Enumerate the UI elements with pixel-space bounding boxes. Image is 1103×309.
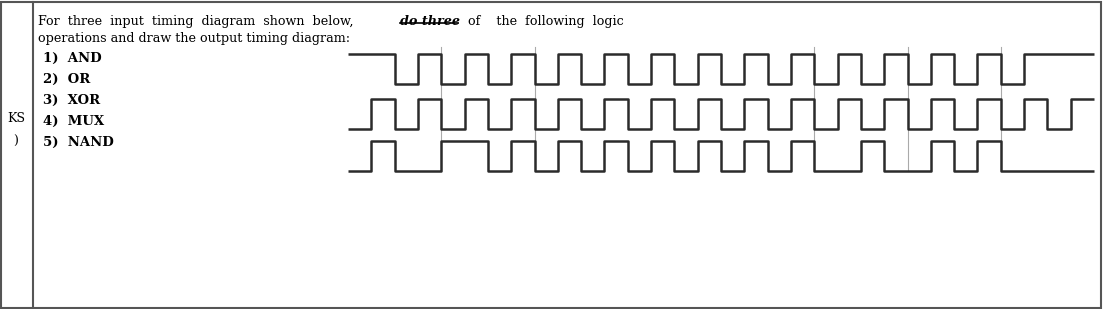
Text: 2)  OR: 2) OR xyxy=(43,73,90,86)
Text: KS: KS xyxy=(7,112,25,125)
Text: ): ) xyxy=(13,134,19,147)
Text: 3)  XOR: 3) XOR xyxy=(43,94,100,107)
Text: For  three  input  timing  diagram  shown  below,: For three input timing diagram shown bel… xyxy=(38,15,362,28)
Text: 4)  MUX: 4) MUX xyxy=(43,115,104,128)
Text: do three: do three xyxy=(400,15,460,28)
Text: of    the  following  logic: of the following logic xyxy=(460,15,624,28)
Text: 5)  NAND: 5) NAND xyxy=(43,136,114,149)
Text: 1)  AND: 1) AND xyxy=(43,52,101,65)
Text: operations and draw the output timing diagram:: operations and draw the output timing di… xyxy=(38,32,350,45)
